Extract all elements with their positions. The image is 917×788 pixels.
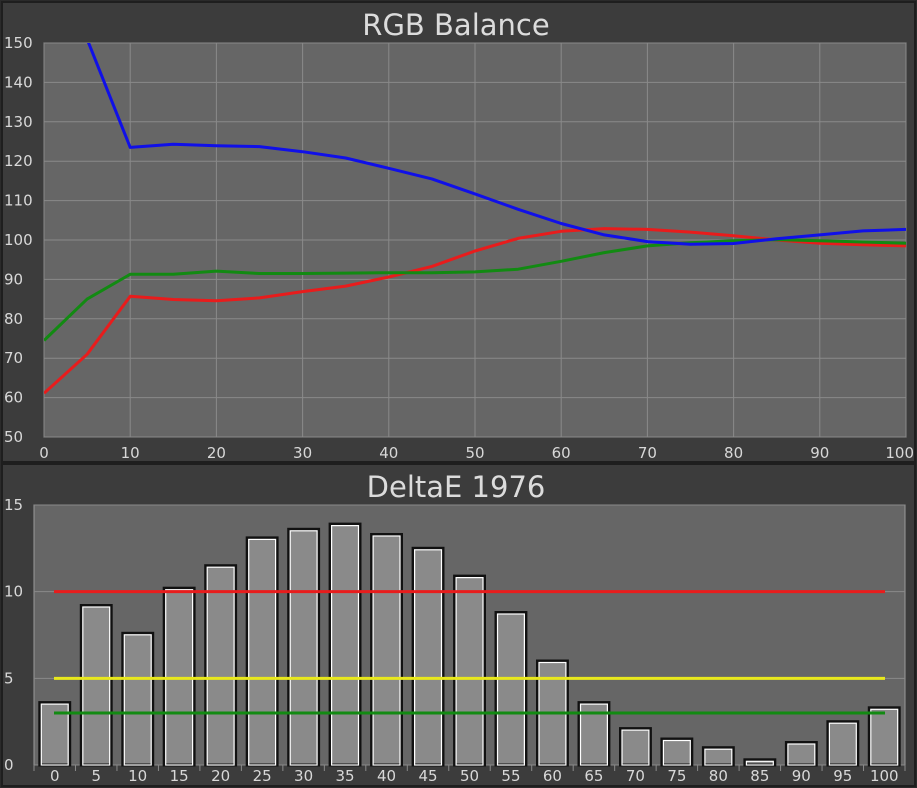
rgb-balance-y-tick-label: 90 [4,270,23,288]
deltae-bar-highlight [704,748,733,766]
deltae-x-tick-label: 65 [584,767,603,785]
deltae-x-tick-label: 70 [626,767,645,785]
rgb-balance-title: RGB Balance [362,8,549,42]
rgb-balance-x-tick-label: 60 [552,444,571,462]
deltae-bar [370,533,404,767]
deltae-bar [287,527,321,767]
deltae-x-tick-label: 0 [50,767,60,785]
deltae-x-tick-label: 85 [750,767,769,785]
deltae-bar-highlight [331,524,360,766]
deltae-x-tick-label: 90 [792,767,811,785]
rgb-balance-y-tick-label: 60 [4,389,23,407]
deltae-x-tick-label: 10 [128,767,147,785]
rgb-balance-x-tick-label: 30 [293,444,312,462]
deltae-x-tick-label: 40 [377,767,396,785]
deltae-bar-highlight [870,708,899,766]
deltae-x-tick-label: 45 [418,767,437,785]
rgb-balance-x-tick-label: 90 [810,444,829,462]
deltae-x-tick-label: 15 [170,767,189,785]
rgb-balance-x-tick-label: 80 [724,444,743,462]
rgb-balance-y-tick-label: 130 [4,113,33,131]
deltae-bar [79,604,113,767]
rgb-balance-x-tick-label: 10 [121,444,140,462]
rgb-balance-y-tick-label: 50 [4,428,23,446]
deltae-x-tick-label: 35 [336,767,355,785]
deltae-x-tick-label: 55 [501,767,520,785]
deltae-bar [453,574,487,767]
deltae-y-axis: 0 5 10 15 [4,496,23,774]
deltae-bar-highlight [496,613,525,766]
deltae-x-axis: 0 5 10 15 20 25 30 35 40 45 50 55 60 65 70 75 80 85 90 95 10… [50,767,899,785]
deltae-bar-highlight [372,535,401,766]
rgb-balance-series [44,43,906,395]
deltae-y-tick-label: 15 [4,496,23,514]
deltae-bar [245,536,279,767]
deltae-bar [619,727,652,767]
blue-series-line [87,43,906,246]
rgb-balance-x-tick-label: 100 [885,444,914,462]
deltae-x-tick-label: 100 [870,767,899,785]
deltae-x-tick-label: 25 [253,767,272,785]
deltae-x-tick-label: 30 [294,767,313,785]
deltae-bar-highlight [289,530,318,766]
deltae-bars [38,522,901,767]
rgb-balance-x-tick-label: 70 [638,444,657,462]
deltae-bar [743,758,777,767]
deltae-bar-highlight [787,743,816,766]
deltae-bar [162,586,196,767]
deltae-bar [660,737,694,767]
rgb-balance-x-axis: 0 10 20 30 40 50 60 70 80 90 100 [39,444,914,462]
deltae-bar-highlight [206,566,235,766]
deltae-bar [204,564,238,767]
deltae-bar [121,631,155,767]
rgb-balance-x-tick-label: 40 [379,444,398,462]
rgb-balance-x-tick-label: 0 [39,444,49,462]
deltae-bar [784,741,818,767]
deltae-bar [867,706,901,767]
deltae-title: DeltaE 1976 [367,470,546,504]
deltae-y-tick-label: 0 [4,756,14,774]
rgb-balance-y-tick-label: 110 [4,192,33,210]
rgb-balance-x-tick-label: 50 [465,444,484,462]
deltae-x-tick-label: 50 [460,767,479,785]
deltae-bar-highlight [621,729,650,766]
deltae-x-tick-label: 80 [709,767,728,785]
deltae-x-tick-label: 95 [833,767,852,785]
rgb-balance-y-tick-label: 80 [4,310,23,328]
deltae-bar-highlight [579,703,608,766]
deltae-bar-highlight [40,703,69,766]
deltae-bar [494,611,528,767]
deltae-y-tick-label: 10 [4,583,23,601]
deltae-y-tick-label: 5 [4,669,14,687]
rgb-balance-y-tick-label: 140 [4,73,33,91]
deltae-x-tick-label: 5 [91,767,101,785]
deltae-bar [328,522,362,767]
deltae-bar-highlight [414,549,443,766]
deltae-bar-highlight [455,576,484,766]
deltae-x-tick-label: 75 [667,767,686,785]
deltae-reference-lines [54,590,885,715]
rgb-balance-y-tick-label: 70 [4,349,23,367]
rgb-balance-x-tick-label: 20 [207,444,226,462]
deltae-x-tick-label: 20 [211,767,230,785]
deltae-bar-highlight [828,722,857,766]
deltae-bar-highlight [662,739,691,766]
rgb-balance-y-tick-label: 100 [4,231,33,249]
rgb-balance-y-tick-label: 120 [4,152,33,170]
deltae-bar [411,546,445,767]
deltae-bar [826,720,860,767]
rgb-balance-y-axis: 50 60 70 80 90 100 110 120 130 140 150 [4,34,33,446]
deltae-bar-highlight [745,760,774,766]
rgb-balance-y-tick-label: 150 [4,34,33,52]
deltae-bar-highlight [82,606,111,766]
deltae-bar [701,746,735,767]
deltae-x-tick-label: 60 [543,767,562,785]
deltae-bar-highlight [248,538,277,766]
deltae-bar-highlight [123,634,152,766]
